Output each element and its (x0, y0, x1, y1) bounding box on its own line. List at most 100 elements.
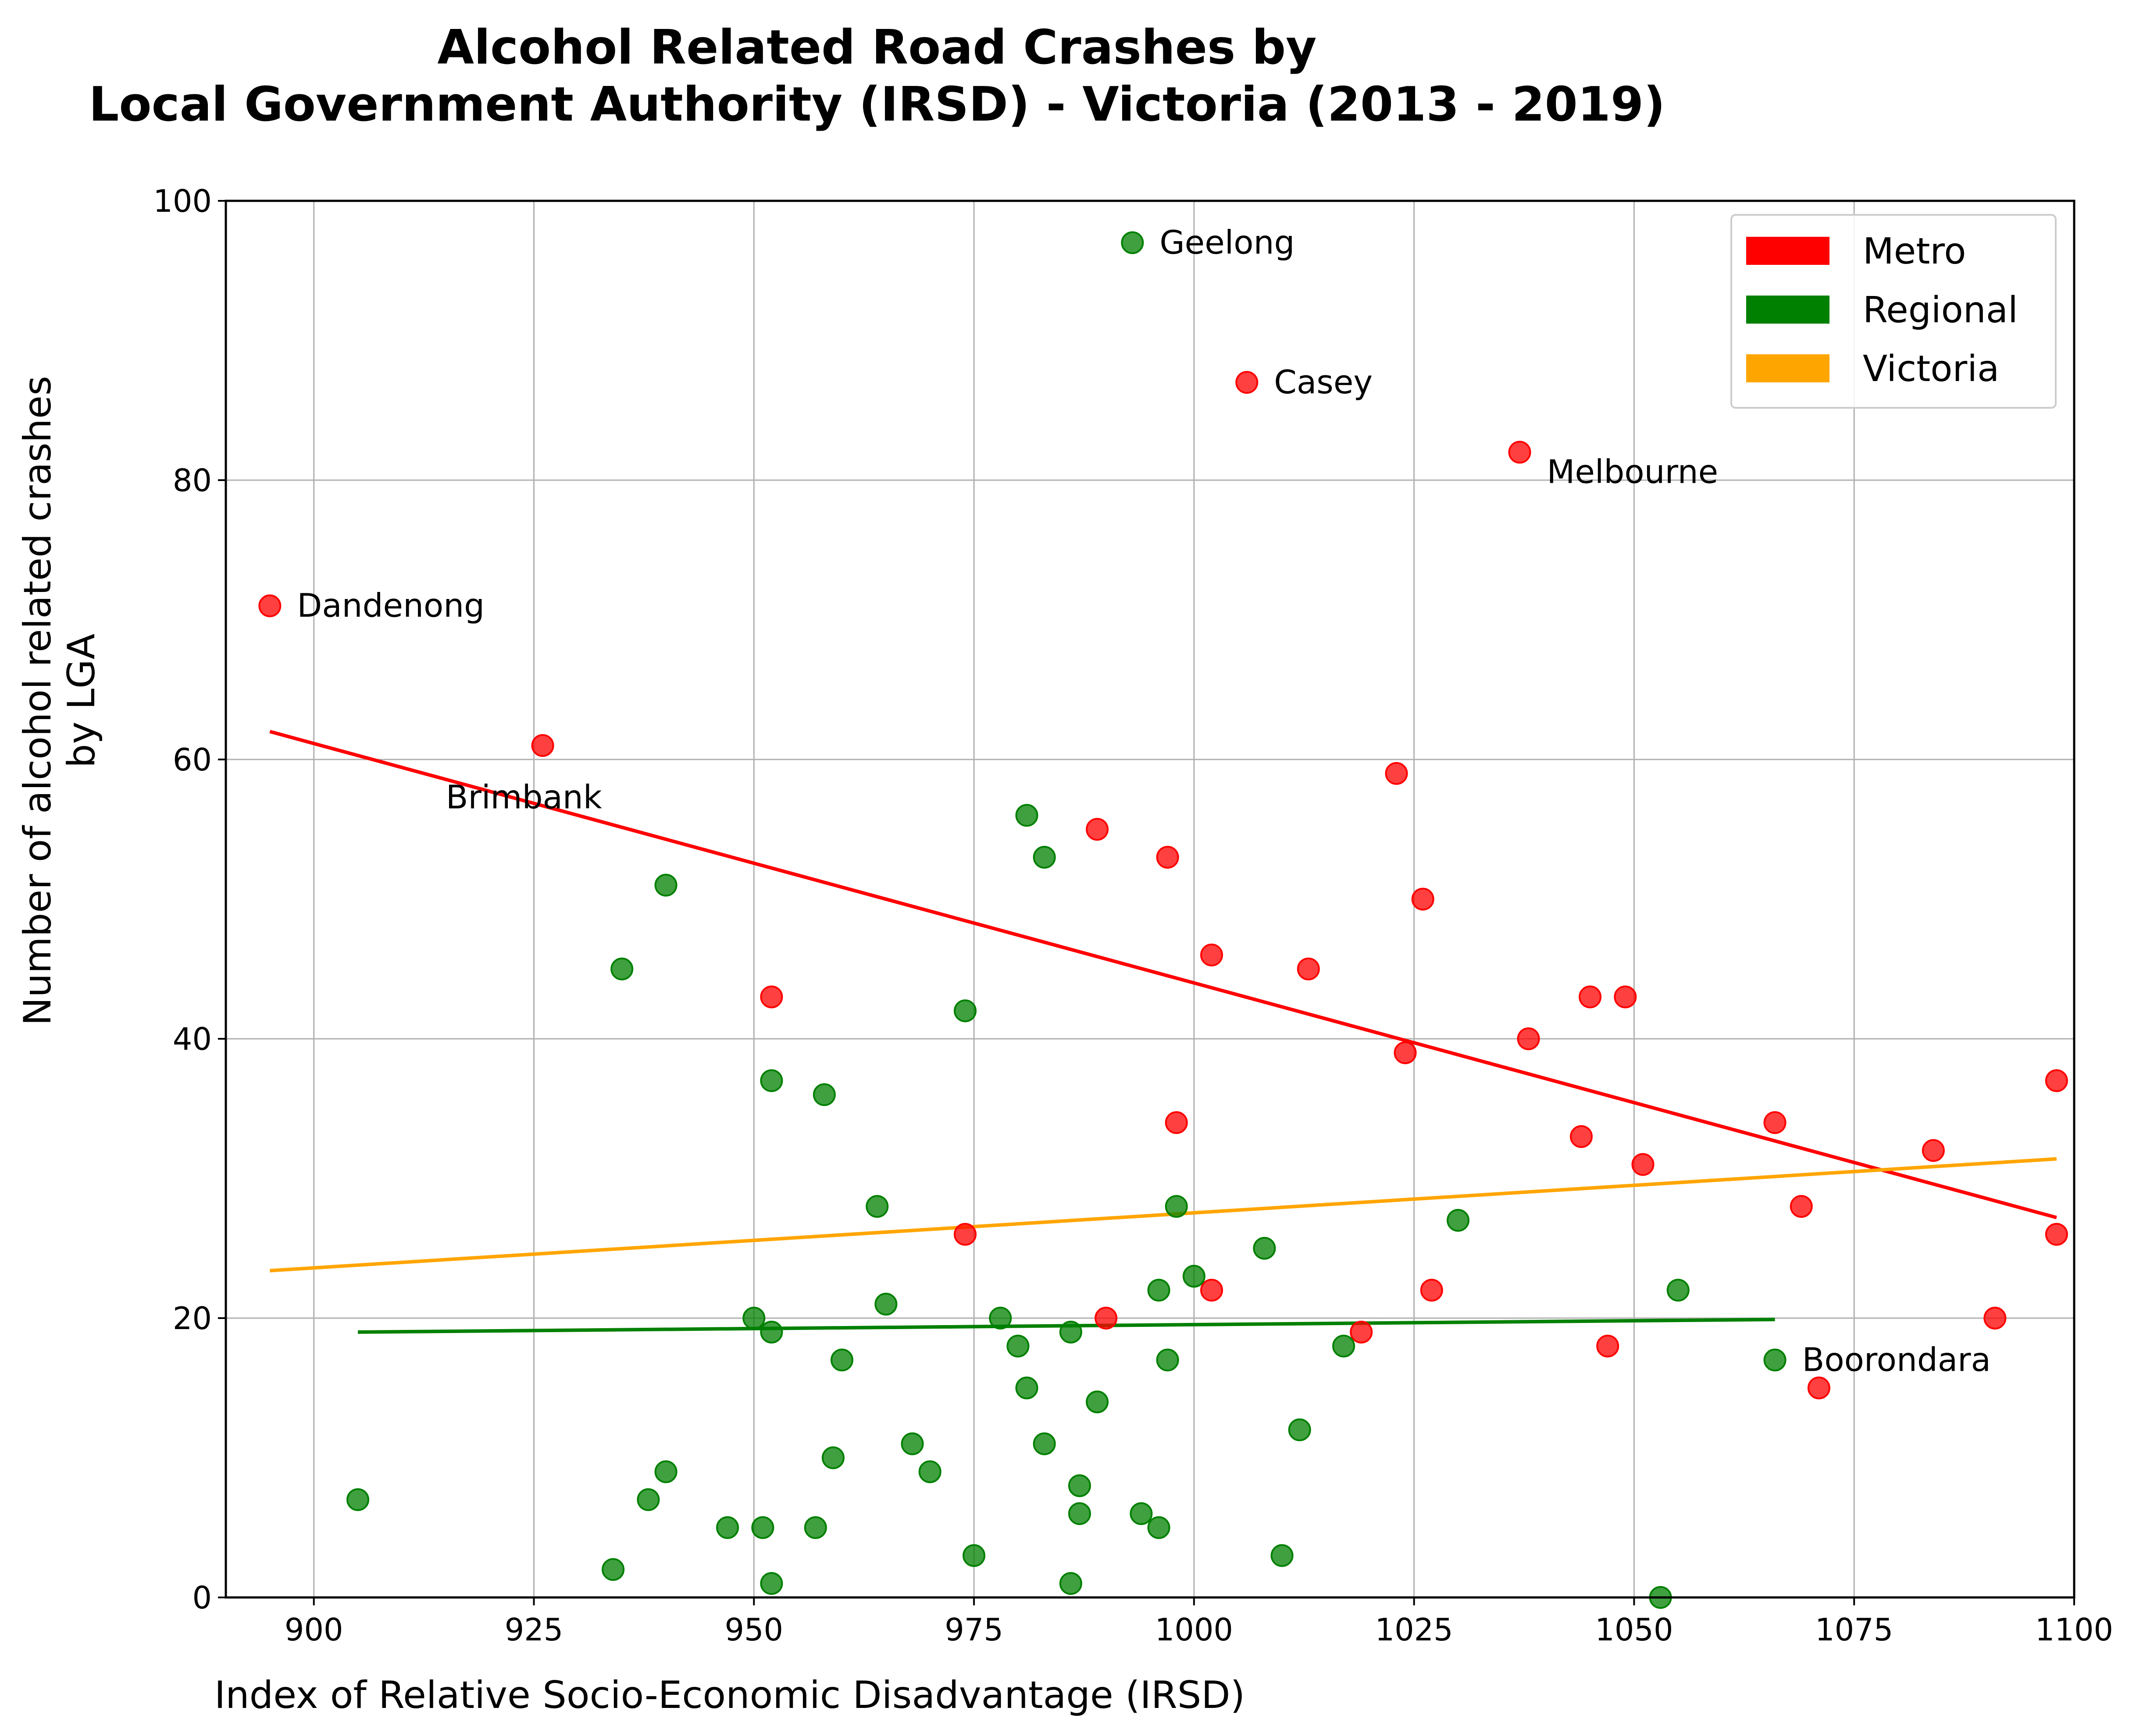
data-point-regional (1068, 1502, 1091, 1525)
data-point-regional (1447, 1209, 1469, 1232)
data-point-regional (654, 1460, 678, 1483)
trend-line-metro (269, 730, 2057, 1219)
data-point-metro (531, 734, 554, 757)
x-tick-label: 975 (945, 1612, 1003, 1648)
data-point-regional (1033, 845, 1056, 869)
data-point-regional (874, 1293, 898, 1316)
data-point-regional (1666, 1279, 1690, 1302)
data-point-regional (1332, 1334, 1355, 1358)
data-point-metro (1095, 1307, 1118, 1330)
annotation-brimbank: Brimbank (446, 778, 602, 816)
data-point-regional (1006, 1334, 1030, 1358)
data-point-regional (1033, 1432, 1056, 1455)
data-point-regional (831, 1348, 853, 1372)
annotation-casey: Casey (1274, 364, 1373, 401)
data-point-regional (716, 1516, 739, 1539)
y-tick-label: 0 (192, 1580, 212, 1616)
data-point-regional (901, 1432, 924, 1455)
data-point-metro (1807, 1376, 1830, 1400)
y-tick-label: 80 (173, 463, 212, 499)
data-point-metro (1385, 762, 1408, 785)
data-point-regional (1068, 1474, 1091, 1497)
data-point-regional (821, 1446, 845, 1469)
data-point-metro (1614, 985, 1637, 1009)
legend: Metro Regional Victoria (1730, 214, 2057, 409)
x-tick-label: 925 (505, 1612, 563, 1648)
data-point-metro (1297, 957, 1320, 980)
data-point-metro (1235, 371, 1259, 394)
data-point-metro (1763, 1111, 1787, 1134)
legend-label-metro: Metro (1863, 231, 1966, 272)
data-point-regional (1015, 804, 1038, 827)
data-point-metro (1922, 1139, 1945, 1162)
x-tick-label: 1025 (1375, 1612, 1453, 1648)
legend-label-regional: Regional (1863, 289, 2018, 331)
data-point-regional (866, 1195, 889, 1218)
data-point-regional (1182, 1265, 1205, 1288)
data-point-regional (1288, 1418, 1311, 1441)
y-tick-label: 60 (173, 742, 212, 778)
data-point-regional (1147, 1279, 1170, 1302)
data-point-metro (1200, 1279, 1223, 1302)
data-point-regional (1121, 231, 1144, 254)
data-point-regional (1059, 1572, 1082, 1595)
data-point-metro (2045, 1069, 2068, 1092)
x-axis-label: Index of Relative Socio-Economic Disadva… (214, 1673, 1245, 1717)
x-tick-label: 1075 (1815, 1612, 1893, 1648)
legend-swatch-metro (1746, 237, 1829, 265)
data-point-metro (1350, 1320, 1373, 1344)
data-point-regional (1763, 1348, 1787, 1372)
trend-line-victoria (270, 1157, 2057, 1273)
data-point-regional (963, 1544, 986, 1567)
y-tick-label: 40 (173, 1021, 212, 1057)
data-point-regional (751, 1516, 774, 1539)
data-point-regional (954, 999, 977, 1023)
axis-ticks: 900 925 950 975 1000 1025 1050 1075 1100 0 20 40 60 8… (153, 183, 2113, 1648)
legend-label-victoria: Victoria (1863, 348, 1999, 390)
x-tick-label: 950 (724, 1612, 783, 1648)
data-point-metro (1596, 1334, 1619, 1358)
annotation-melbourne: Melbourne (1547, 453, 1719, 491)
data-point-regional (610, 957, 634, 980)
annotation-dandenong: Dandenong (297, 587, 485, 625)
chart-title-line-1: Alcohol Related Road Crashes by (437, 20, 1316, 75)
data-point-metro (760, 985, 783, 1009)
data-point-regional (1059, 1320, 1082, 1344)
chart-title-line-2: Local Government Authority (IRSD) - Vict… (89, 77, 1665, 132)
data-point-regional (804, 1516, 827, 1539)
data-point-regional (813, 1083, 836, 1106)
y-tick-label: 20 (173, 1301, 212, 1337)
x-tick-label: 900 (285, 1612, 343, 1648)
x-tick-label: 1100 (2035, 1612, 2113, 1648)
y-axis-label-line-1: Number of alcohol related crashes (16, 376, 60, 1026)
data-point-metro (1983, 1307, 2007, 1330)
data-point-metro (1570, 1125, 1593, 1148)
data-point-metro (954, 1223, 977, 1246)
data-point-regional (602, 1558, 625, 1581)
plot-frame (225, 200, 2075, 1599)
y-axis-label-line-2: by LGA (60, 634, 103, 768)
data-point-regional (989, 1307, 1012, 1330)
point-annotations: Geelong Casey Melbourne Dandenong Brimbank Bo… (297, 224, 1991, 1379)
data-point-regional (346, 1488, 370, 1511)
y-tick-label: 100 (153, 183, 212, 219)
data-point-regional (1253, 1237, 1276, 1260)
data-point-metro (1411, 888, 1434, 911)
data-point-regional (1156, 1348, 1179, 1372)
data-point-metro (2045, 1223, 2068, 1246)
data-point-metro (1517, 1027, 1540, 1050)
data-point-regional (1270, 1544, 1294, 1567)
data-point-metro (1086, 818, 1109, 841)
annotation-boorondara: Boorondara (1802, 1341, 1991, 1379)
data-point-regional (637, 1488, 660, 1511)
legend-swatch-regional (1746, 296, 1829, 324)
data-point-regional (1130, 1502, 1153, 1525)
data-point-metro (1156, 845, 1179, 869)
y-axis-label: Number of alcohol related crashes by LGA (16, 376, 103, 1026)
data-point-metro (1200, 943, 1223, 966)
x-tick-label: 1000 (1155, 1612, 1233, 1648)
data-point-metro (1631, 1153, 1655, 1176)
data-point-regional (760, 1320, 783, 1344)
data-point-metro (1579, 985, 1602, 1009)
data-point-regional (654, 873, 678, 897)
